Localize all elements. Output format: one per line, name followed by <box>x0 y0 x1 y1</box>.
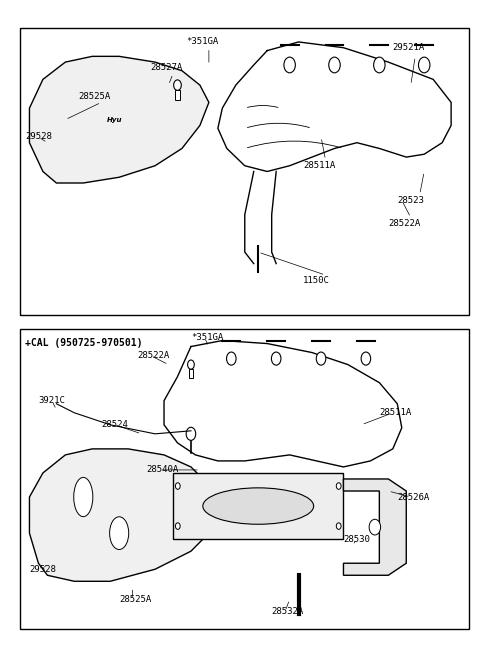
Circle shape <box>373 57 385 73</box>
Text: 28522A: 28522A <box>388 219 420 228</box>
Circle shape <box>175 483 180 489</box>
Text: 28522A: 28522A <box>137 351 169 360</box>
Circle shape <box>419 57 430 73</box>
Text: *351GA: *351GA <box>191 333 223 342</box>
Bar <box>175 91 180 99</box>
Circle shape <box>174 80 181 91</box>
Polygon shape <box>29 57 209 183</box>
Text: 28525A: 28525A <box>79 92 111 101</box>
Text: 28540A: 28540A <box>146 465 179 474</box>
Polygon shape <box>29 449 218 581</box>
Circle shape <box>284 57 295 73</box>
Circle shape <box>369 519 381 535</box>
Circle shape <box>336 523 341 530</box>
FancyBboxPatch shape <box>21 28 469 315</box>
Text: 29528: 29528 <box>25 133 52 141</box>
Text: 29521A: 29521A <box>393 43 425 52</box>
Circle shape <box>316 352 326 365</box>
Ellipse shape <box>109 517 129 549</box>
Text: +CAL (950725-970501): +CAL (950725-970501) <box>25 338 143 348</box>
Text: 28527A: 28527A <box>151 63 183 72</box>
Bar <box>173 473 344 539</box>
Polygon shape <box>344 479 406 576</box>
FancyBboxPatch shape <box>21 328 469 629</box>
Text: *351GA: *351GA <box>186 37 219 47</box>
Circle shape <box>227 352 236 365</box>
Text: 28524: 28524 <box>101 420 128 429</box>
Text: 28511A: 28511A <box>303 161 336 170</box>
Text: 28525A: 28525A <box>119 595 151 604</box>
Circle shape <box>188 360 194 369</box>
Circle shape <box>329 57 340 73</box>
Text: 28523: 28523 <box>397 196 424 205</box>
Circle shape <box>175 523 180 530</box>
Text: 28526A: 28526A <box>397 493 430 501</box>
Text: Hyu: Hyu <box>107 117 122 123</box>
Circle shape <box>336 483 341 489</box>
Bar <box>189 369 193 378</box>
Circle shape <box>271 352 281 365</box>
Ellipse shape <box>203 488 313 524</box>
Text: 29528: 29528 <box>29 565 56 574</box>
Text: 1150C: 1150C <box>303 277 330 285</box>
Circle shape <box>361 352 371 365</box>
Text: 28530: 28530 <box>344 535 371 543</box>
Ellipse shape <box>74 478 93 516</box>
Text: 3921C: 3921C <box>38 396 65 405</box>
Text: 28511A: 28511A <box>379 408 411 417</box>
Circle shape <box>186 427 196 440</box>
Text: 28532A: 28532A <box>272 607 304 616</box>
